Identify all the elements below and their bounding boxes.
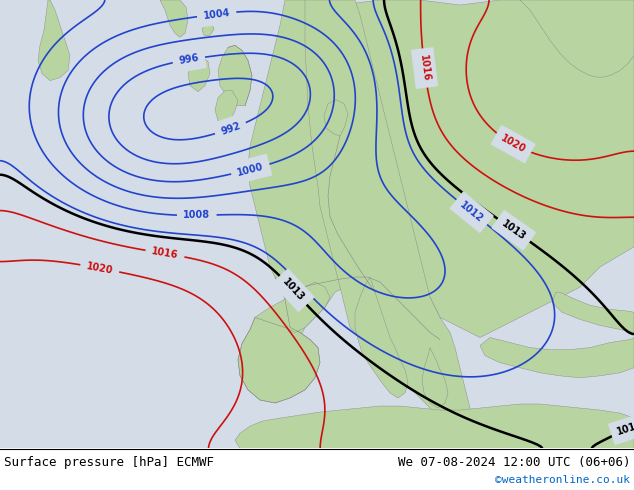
Text: 992: 992 bbox=[219, 121, 242, 137]
Polygon shape bbox=[520, 0, 634, 77]
Polygon shape bbox=[238, 318, 320, 403]
Text: Surface pressure [hPa] ECMWF: Surface pressure [hPa] ECMWF bbox=[4, 456, 214, 469]
Polygon shape bbox=[255, 282, 330, 333]
Text: 1008: 1008 bbox=[183, 210, 210, 221]
Text: 1020: 1020 bbox=[86, 261, 114, 275]
Text: 1013: 1013 bbox=[500, 219, 527, 242]
Text: 1012: 1012 bbox=[458, 200, 486, 224]
Polygon shape bbox=[422, 347, 448, 408]
Polygon shape bbox=[480, 338, 634, 378]
Polygon shape bbox=[355, 277, 408, 398]
Text: 1016: 1016 bbox=[418, 54, 431, 82]
Text: 1016: 1016 bbox=[151, 246, 179, 261]
Polygon shape bbox=[552, 292, 634, 333]
Text: 1013: 1013 bbox=[616, 419, 634, 437]
Polygon shape bbox=[188, 55, 210, 92]
Polygon shape bbox=[235, 404, 634, 448]
Polygon shape bbox=[324, 100, 348, 136]
Polygon shape bbox=[202, 23, 214, 35]
Polygon shape bbox=[218, 46, 252, 106]
Text: 1004: 1004 bbox=[203, 7, 231, 21]
Polygon shape bbox=[38, 0, 70, 80]
Polygon shape bbox=[160, 0, 188, 37]
Polygon shape bbox=[248, 0, 634, 338]
Polygon shape bbox=[215, 91, 238, 126]
Polygon shape bbox=[305, 0, 478, 448]
Text: ©weatheronline.co.uk: ©weatheronline.co.uk bbox=[495, 475, 630, 485]
Text: We 07-08-2024 12:00 UTC (06+06): We 07-08-2024 12:00 UTC (06+06) bbox=[398, 456, 630, 469]
Text: 1000: 1000 bbox=[236, 161, 265, 177]
Text: 996: 996 bbox=[178, 53, 200, 66]
Text: 1013: 1013 bbox=[280, 277, 306, 303]
Text: 1020: 1020 bbox=[499, 133, 527, 155]
